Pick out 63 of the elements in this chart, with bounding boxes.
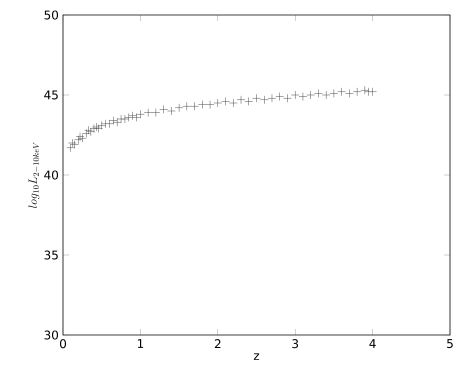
point (84, 126, 93, 134)
point (74, 136, 83, 144)
point (128, 112, 137, 120)
point (120, 114, 130, 124)
x-tick-label: 2 (214, 339, 220, 348)
point (78, 134, 87, 142)
point (268, 94, 276, 102)
point (252, 94, 261, 102)
point (229, 98, 238, 108)
point (214, 98, 222, 108)
y-tick-label: 40 (44, 170, 58, 180)
point (290, 90, 300, 100)
point (82, 129, 90, 138)
y-tick-label: 35 (44, 250, 58, 260)
y-axis-title: $log_{10}L_{2-10keV}$ (28, 142, 40, 208)
point (360, 86, 370, 94)
point (159, 105, 168, 114)
point (298, 92, 308, 101)
point (136, 110, 145, 118)
point (275, 92, 284, 101)
point (322, 90, 330, 100)
point (337, 88, 346, 96)
x-tick-label: 4 (369, 339, 376, 348)
point (283, 94, 292, 102)
point (97, 121, 106, 130)
point (244, 97, 253, 106)
point (92, 122, 101, 132)
point (167, 106, 176, 116)
x-axis-title: z (254, 353, 260, 360)
x-tick-label: 1 (138, 339, 144, 348)
y-tick-label: 45 (44, 90, 58, 100)
point (345, 89, 354, 98)
point (330, 89, 338, 98)
point (68, 138, 77, 148)
point (368, 88, 377, 96)
point (144, 108, 152, 117)
point (105, 120, 114, 128)
x-tick-label: 0 (60, 339, 66, 348)
point (124, 113, 134, 122)
point (221, 97, 230, 106)
x-tick-label: 3 (292, 339, 298, 348)
x-tick-label: 5 (447, 339, 453, 348)
point (152, 108, 160, 117)
point (236, 96, 246, 104)
point (206, 100, 214, 109)
point (70, 140, 79, 149)
point (132, 113, 141, 122)
point (190, 102, 199, 110)
point (112, 118, 122, 126)
point (76, 132, 84, 141)
point (86, 128, 96, 136)
point (174, 104, 184, 112)
point (314, 89, 323, 98)
point (306, 90, 315, 100)
point (198, 100, 207, 109)
point (94, 124, 103, 133)
point (182, 102, 192, 110)
point (109, 116, 118, 125)
y-tick-label: 50 (44, 10, 58, 20)
point (352, 88, 362, 96)
y-tick-label: 30 (44, 330, 58, 340)
point (66, 144, 75, 152)
point (260, 96, 268, 104)
